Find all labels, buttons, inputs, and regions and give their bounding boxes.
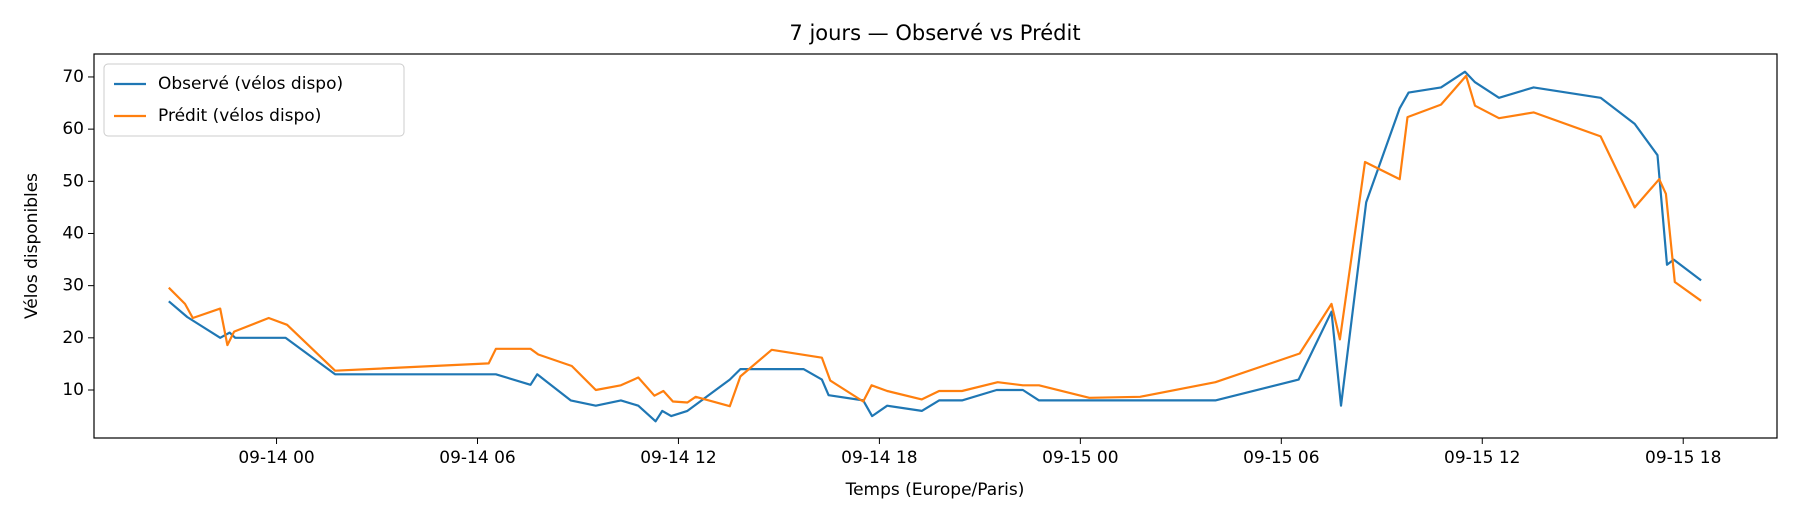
y-tick-label: 60 bbox=[62, 119, 84, 139]
data-line bbox=[168, 70, 1702, 423]
x-tick-label: 09-14 06 bbox=[439, 448, 515, 468]
legend-box bbox=[103, 63, 405, 137]
y-tick-label: 70 bbox=[62, 67, 84, 87]
y-axis-label: Vélos disponibles bbox=[22, 173, 42, 319]
legend: Observé (vélos dispo) Prédit (vélos dispo… bbox=[103, 63, 405, 137]
x-tick-label: 09-15 00 bbox=[1042, 448, 1118, 468]
y-tick-label: 10 bbox=[62, 380, 84, 400]
x-tick-label: 09-15 18 bbox=[1645, 448, 1721, 468]
y-tick-label: 50 bbox=[62, 171, 84, 191]
legend-label: Observé (vélos dispo) bbox=[158, 74, 343, 94]
y-tick-label: 30 bbox=[62, 276, 84, 296]
x-axis-label: Temps (Europe/Paris) bbox=[845, 480, 1025, 500]
legend-label: Prédit (vélos dispo) bbox=[158, 106, 321, 126]
x-tick-label: 09-14 12 bbox=[640, 448, 716, 468]
data-line bbox=[168, 74, 1702, 408]
y-tick-label: 40 bbox=[62, 223, 84, 243]
x-tick-label: 09-14 18 bbox=[841, 448, 917, 468]
y-tick-label: 20 bbox=[62, 328, 84, 348]
chart-title: 7 jours — Observé vs Prédit bbox=[789, 21, 1080, 45]
x-tick-label: 09-15 06 bbox=[1243, 448, 1319, 468]
x-tick-label: 09-14 00 bbox=[238, 448, 314, 468]
x-tick-label: 09-15 12 bbox=[1444, 448, 1520, 468]
plot-frame bbox=[93, 53, 1778, 439]
